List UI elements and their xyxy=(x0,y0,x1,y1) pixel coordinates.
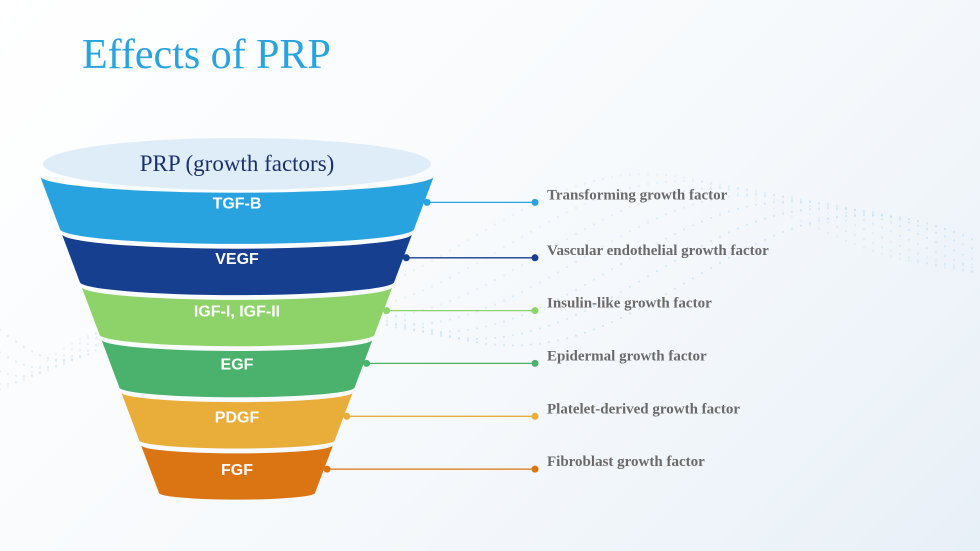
layer-description: Epidermal growth factor xyxy=(547,348,707,364)
connector-dot xyxy=(531,359,539,367)
layer-label: TGF-B xyxy=(213,195,262,212)
connector-dot xyxy=(423,198,431,206)
connector-dot xyxy=(363,359,371,367)
connector-dot xyxy=(531,307,539,315)
connector-dot xyxy=(383,307,390,315)
funnel-layer xyxy=(141,445,333,500)
layer-label: PDGF xyxy=(215,409,260,426)
funnel-layer xyxy=(81,286,393,347)
background-wave-dots xyxy=(0,173,974,391)
connector-dot xyxy=(531,465,539,473)
connectors: Transforming growth factor Vascular endot… xyxy=(323,187,769,473)
connector-dot xyxy=(323,465,331,473)
layer-description: Platelet-derived growth factor xyxy=(547,401,740,417)
connector-dot xyxy=(531,198,539,206)
funnel-top-ellipse xyxy=(43,138,431,190)
layer-description: Fibroblast growth factor xyxy=(547,454,705,470)
layer-description: Transforming growth factor xyxy=(547,187,728,203)
funnel-top-label: PRP (growth factors) xyxy=(140,151,335,176)
slide-title: Effects of PRP xyxy=(82,32,331,78)
funnel-layer xyxy=(40,176,434,244)
layer-description: Vascular endothelial growth factor xyxy=(547,243,769,259)
layer-description: Insulin-like growth factor xyxy=(547,296,712,312)
layer-label: VEGF xyxy=(215,251,259,268)
funnel-layer xyxy=(101,339,373,398)
connector-dot xyxy=(343,412,351,420)
connector-dot xyxy=(531,254,539,262)
connector-dot xyxy=(531,412,539,420)
layer-label: IGF-I, IGF-II xyxy=(194,304,280,321)
layer-label: EGF xyxy=(221,356,254,373)
funnel-layer xyxy=(121,392,353,449)
connector-dot xyxy=(402,254,410,262)
funnel-layer xyxy=(61,233,413,296)
funnel: TGF-B VEGF IGF-I, IGF-II EGF PDGF FGF PRP (gro… xyxy=(40,138,434,500)
layer-label: FGF xyxy=(221,462,253,479)
